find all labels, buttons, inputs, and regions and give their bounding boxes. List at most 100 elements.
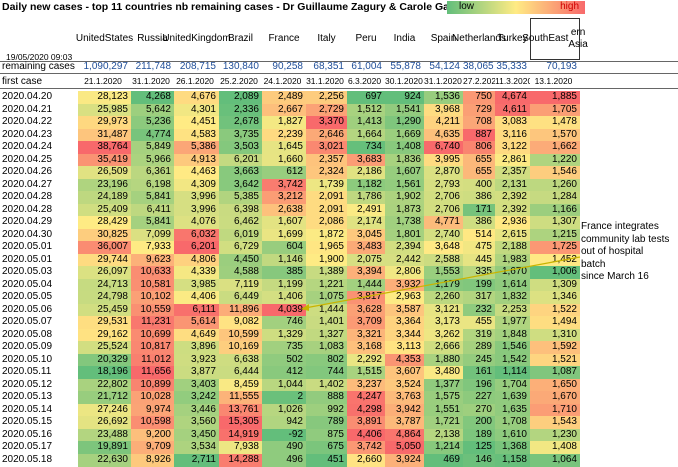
heatmap-cell: 4,588 bbox=[219, 266, 262, 279]
heatmap-cell: 2,706 bbox=[424, 191, 463, 204]
heatmap-cell: 1,977 bbox=[495, 316, 530, 329]
heatmap-cell: 2,292 bbox=[347, 353, 385, 367]
heatmap-cell: 1,309 bbox=[530, 278, 580, 292]
heatmap-cell: 2,174 bbox=[347, 216, 385, 229]
heatmap-cell: 746 bbox=[262, 316, 306, 329]
france-annotation: France integrates community lab tests ou… bbox=[581, 221, 669, 284]
heatmap-cell: 3,648 bbox=[424, 241, 463, 254]
heatmap-cell: 5,385 bbox=[219, 191, 262, 204]
heatmap-cell: 789 bbox=[306, 416, 347, 429]
heatmap-cell: 8,459 bbox=[219, 378, 262, 392]
heatmap-cell: 1,610 bbox=[495, 428, 530, 442]
heatmap-cell: 1,738 bbox=[385, 216, 424, 229]
header-text: Turkey bbox=[497, 33, 528, 44]
heatmap-cell: 35,419 bbox=[78, 153, 131, 167]
heatmap-cell: 25,459 bbox=[78, 303, 131, 317]
heatmap-cell: 7,119 bbox=[219, 278, 262, 292]
header-text: Italy bbox=[317, 33, 336, 44]
heatmap-cell: 451 bbox=[306, 453, 347, 467]
row-date: 2020.05.01 bbox=[2, 253, 53, 265]
heatmap-cell: 28,429 bbox=[78, 216, 131, 229]
heatmap-cell: 18,196 bbox=[78, 366, 131, 379]
heatmap-cell: 4,298 bbox=[347, 403, 385, 417]
heatmap-cell: 6,111 bbox=[174, 303, 219, 317]
heatmap-cell: 3,116 bbox=[495, 128, 530, 142]
row-date: 2020.04.26 bbox=[2, 166, 53, 177]
heatmap-cell: 199 bbox=[463, 278, 495, 292]
heatmap-cell: 1,546 bbox=[530, 166, 580, 179]
first-case-cell: 31.1.2020 bbox=[424, 76, 462, 86]
heatmap-cell: 1,872 bbox=[306, 228, 347, 242]
heatmap-cell: 200 bbox=[463, 416, 495, 429]
heatmap-cell: 125 bbox=[463, 441, 495, 454]
heatmap-cell: 27,246 bbox=[78, 403, 131, 417]
heatmap-cell: 1,721 bbox=[424, 416, 463, 429]
heatmap-cell: 4,339 bbox=[174, 266, 219, 279]
heatmap-cell: 6,449 bbox=[219, 291, 262, 304]
heatmap-cell: 2,357 bbox=[495, 166, 530, 179]
annotation-line: France integrates bbox=[581, 221, 659, 232]
remaining-divider bbox=[0, 73, 678, 74]
column-header: Russia bbox=[131, 18, 174, 60]
heatmap-cell: 1,087 bbox=[530, 366, 580, 379]
heatmap-cell: 3,587 bbox=[385, 303, 424, 317]
header-text: Peru bbox=[355, 33, 377, 44]
remaining-cases-cell: 90,258 bbox=[272, 61, 303, 72]
heatmap-cell: 3,787 bbox=[385, 416, 424, 429]
heatmap-cell: 3,370 bbox=[306, 116, 347, 129]
heatmap-cell: 1,478 bbox=[530, 116, 580, 129]
header-text: lands bbox=[482, 33, 506, 44]
heatmap-cell: 5,642 bbox=[131, 103, 174, 117]
heatmap-cell: 4,247 bbox=[347, 391, 385, 404]
heatmap-cell: 2,357 bbox=[306, 153, 347, 167]
heatmap-cell: 1,026 bbox=[262, 403, 306, 417]
heatmap-cell: 1,075 bbox=[306, 291, 347, 304]
heatmap-cell: 10,559 bbox=[131, 303, 174, 317]
heatmap-cell: 25,985 bbox=[78, 103, 131, 117]
heatmap-cell: 3,607 bbox=[385, 366, 424, 379]
row-date: 2020.04.27 bbox=[2, 178, 53, 190]
remaining-cases-cell: 208,715 bbox=[179, 61, 216, 72]
heatmap-cell: 1,542 bbox=[495, 353, 530, 367]
row-date: 2020.05.12 bbox=[2, 378, 53, 390]
heatmap-cell: 319 bbox=[463, 328, 495, 342]
heatmap-cell: 2,186 bbox=[347, 166, 385, 179]
heatmap-cell: 289 bbox=[463, 341, 495, 354]
heatmap-cell: 4,676 bbox=[174, 91, 219, 104]
heatmap-cell: 1,444 bbox=[306, 303, 347, 317]
heatmap-cell: 924 bbox=[385, 91, 424, 104]
heatmap-cell: 15,305 bbox=[219, 416, 262, 429]
heatmap-cell: 1,725 bbox=[530, 241, 580, 254]
heatmap-cell: 4,268 bbox=[131, 91, 174, 104]
heatmap-cell: 875 bbox=[306, 428, 347, 442]
heatmap-cell: 1,885 bbox=[530, 91, 580, 104]
heatmap-cell: 2,660 bbox=[347, 453, 385, 467]
heatmap-cell: 3,896 bbox=[174, 341, 219, 354]
row-date: 2020.05.17 bbox=[2, 441, 53, 452]
heatmap-cell: 317 bbox=[463, 291, 495, 304]
heatmap-cell: 1,827 bbox=[262, 116, 306, 129]
remaining-cases-cell: 130,840 bbox=[222, 61, 259, 72]
heatmap-cell: 3,403 bbox=[174, 378, 219, 392]
heatmap-cell: 1,553 bbox=[424, 266, 463, 279]
heatmap-cell: 1,346 bbox=[530, 291, 580, 304]
row-date: 2020.04.24 bbox=[2, 141, 53, 152]
heatmap-cell: 3,996 bbox=[174, 191, 219, 204]
row-date: 2020.04.28 bbox=[2, 191, 53, 202]
row-date: 2020.04.20 bbox=[2, 91, 53, 102]
heatmap-cell: 3,642 bbox=[219, 178, 262, 192]
heatmap-cell: 3,968 bbox=[424, 103, 463, 117]
heatmap-cell: 2,075 bbox=[347, 253, 385, 267]
heatmap-cell: 227 bbox=[463, 391, 495, 404]
heatmap-cell: 6,201 bbox=[174, 241, 219, 254]
heatmap-cell: 3,021 bbox=[306, 141, 347, 154]
row-date: 2020.05.09 bbox=[2, 341, 53, 352]
heatmap-cell: 29,744 bbox=[78, 253, 131, 267]
heatmap-cell: 2,260 bbox=[424, 291, 463, 304]
heatmap-cell: 9,200 bbox=[131, 428, 174, 442]
first-case-cell: 25.2.2020 bbox=[220, 76, 258, 86]
heatmap-cell: 1,983 bbox=[495, 253, 530, 267]
heatmap-cell: 708 bbox=[463, 116, 495, 129]
heatmap-cell: 1,158 bbox=[495, 453, 530, 467]
heatmap-cell: 270 bbox=[463, 403, 495, 417]
